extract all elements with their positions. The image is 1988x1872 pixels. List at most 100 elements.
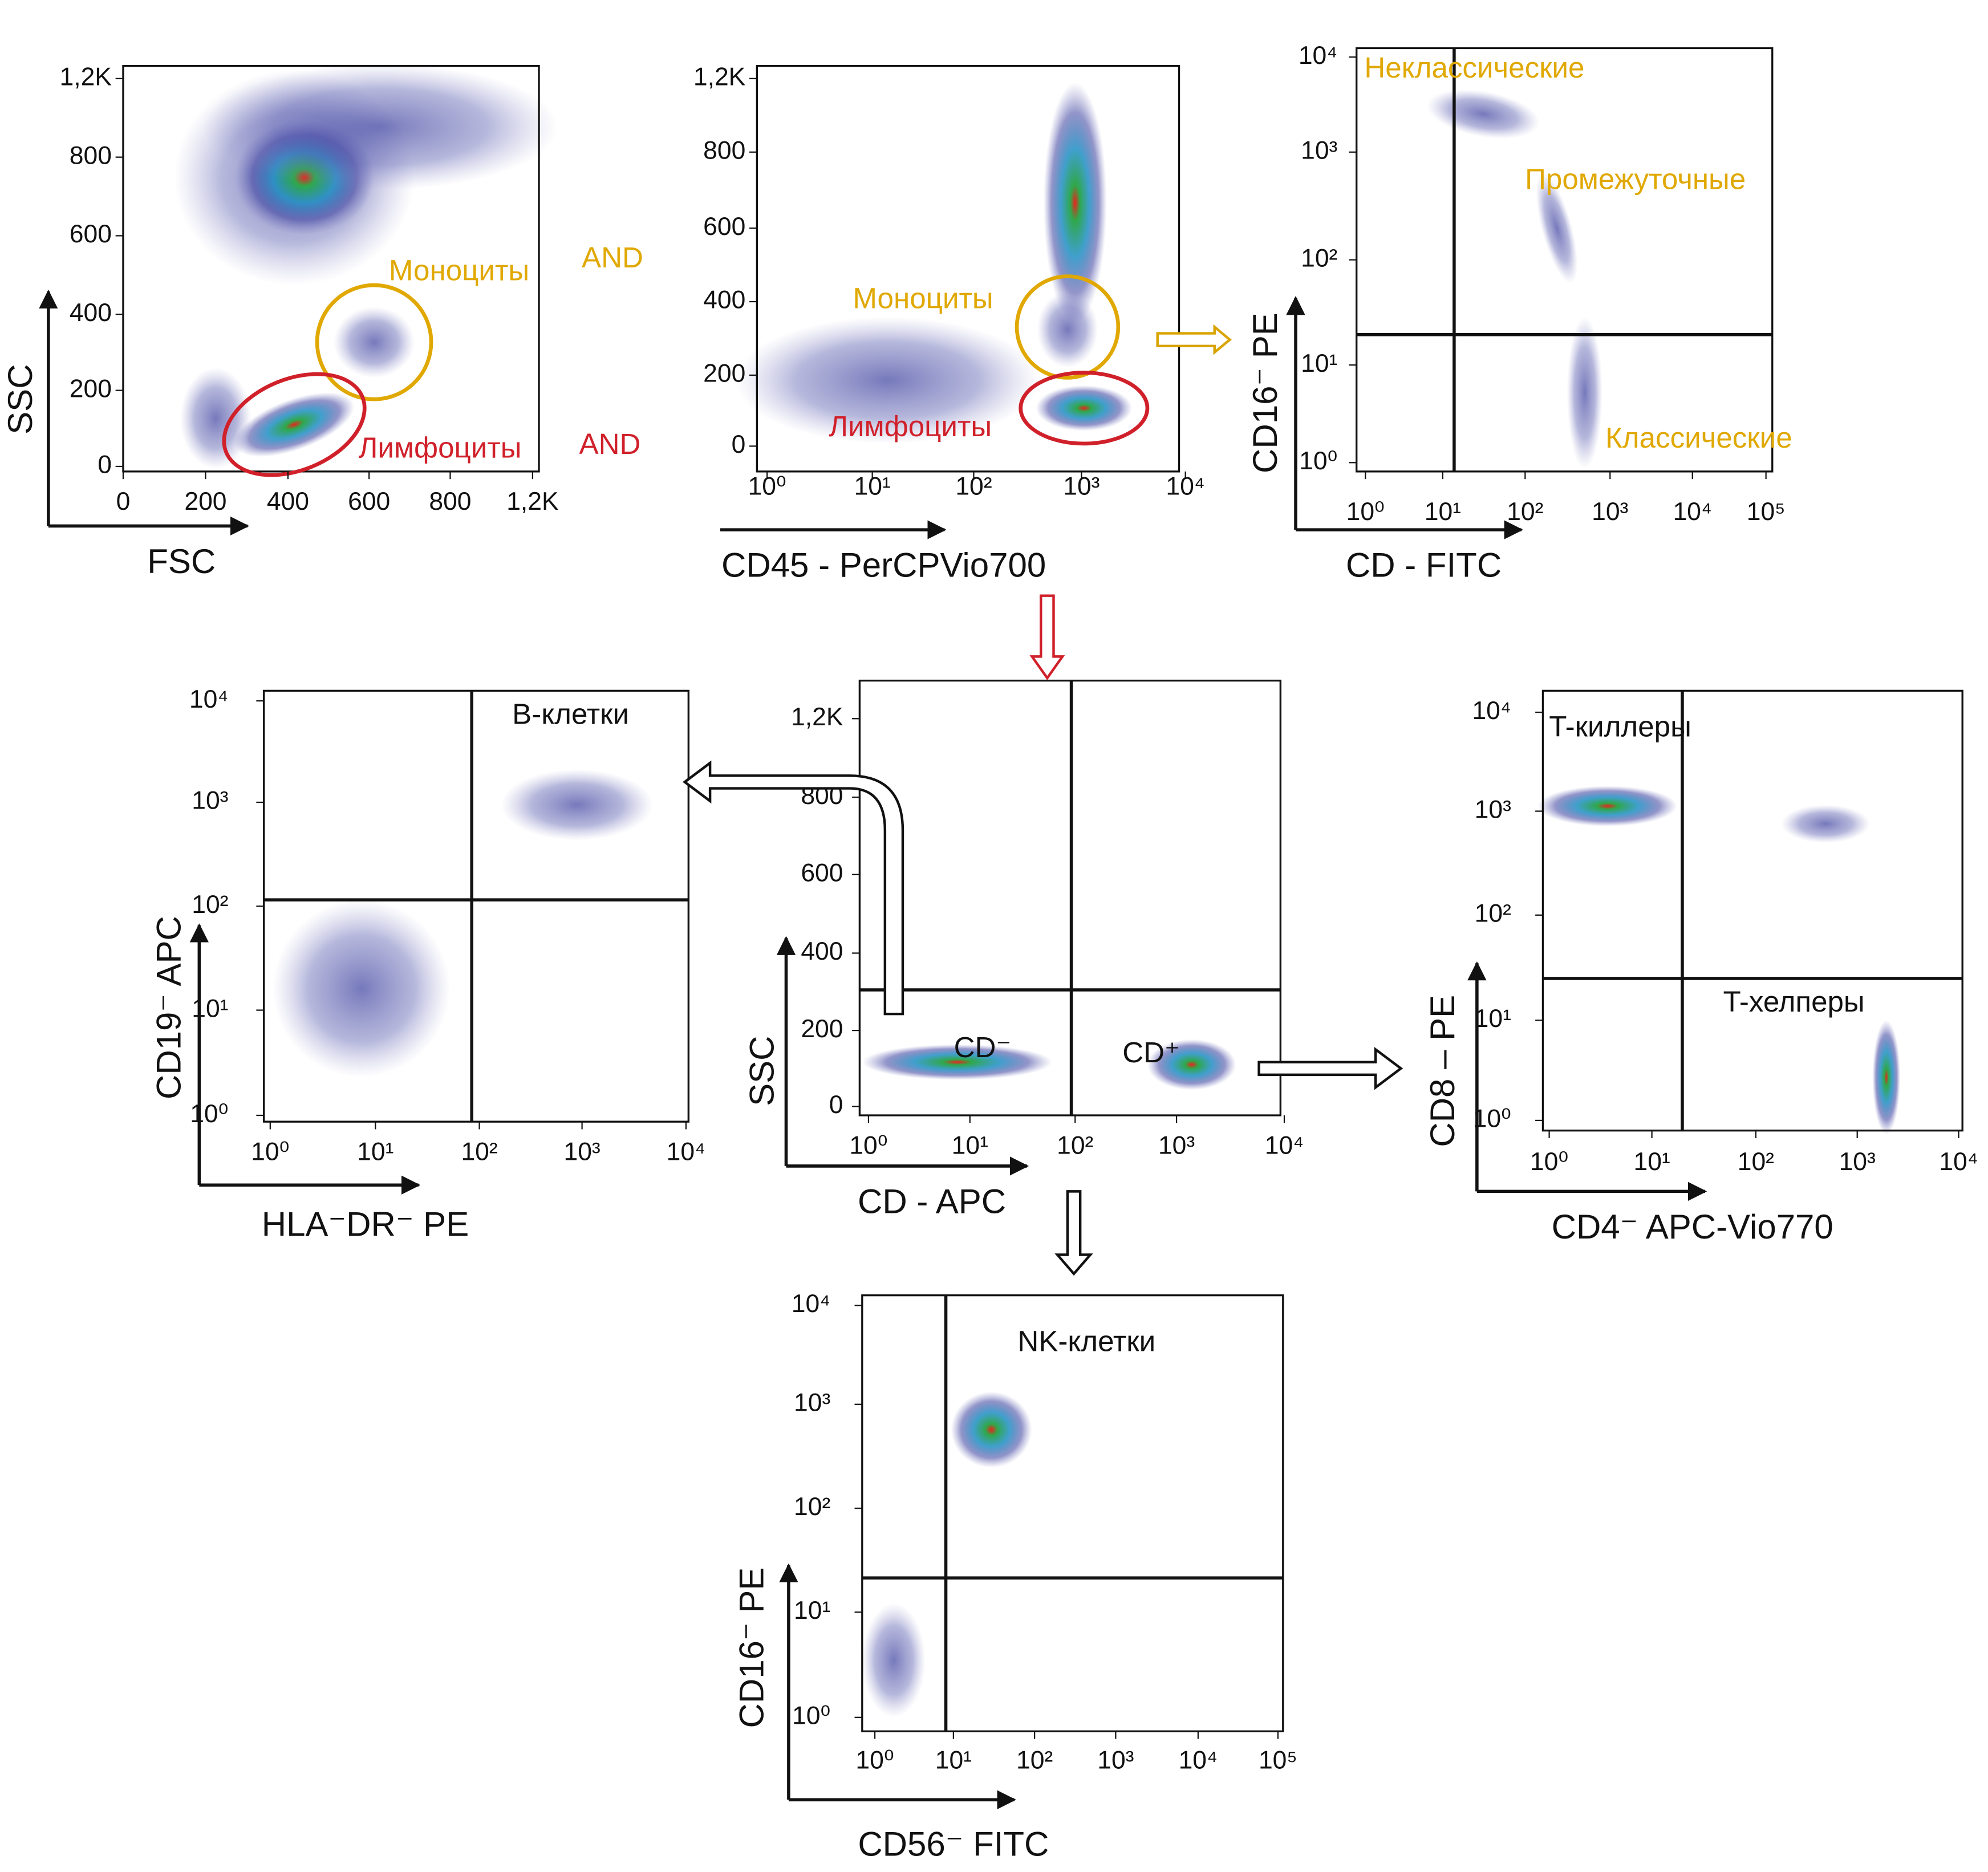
cell-cloud: [273, 900, 451, 1078]
x-tick-label: 10⁵: [1747, 498, 1786, 526]
y-tick-label: 10²: [1301, 244, 1337, 272]
annotation: B-клетки: [512, 697, 629, 730]
y-tick-label: 200: [70, 375, 112, 403]
gate: [222, 372, 367, 477]
cell-cloud: [1043, 82, 1107, 323]
cell-cloud: [333, 306, 415, 378]
y-tick-label: 200: [703, 360, 745, 388]
y-tick-label: 10⁴: [1472, 697, 1511, 725]
x-tick-label: 10²: [461, 1138, 497, 1166]
x-tick-label: 10⁴: [1265, 1131, 1304, 1159]
annotation: NK-клетки: [1017, 1325, 1155, 1358]
x-axis-label: CD - APC: [858, 1182, 1006, 1220]
y-tick-label: 400: [703, 286, 745, 314]
y-axis-label: SSC: [743, 1036, 781, 1106]
x-tick-label: 10⁰: [1530, 1148, 1568, 1176]
x-tick-label: 10¹: [1633, 1148, 1670, 1176]
x-tick-label: 10³: [1158, 1131, 1195, 1159]
cell-cloud: [1781, 805, 1870, 843]
x-tick-label: 10³: [1097, 1746, 1134, 1774]
y-tick-label: 10⁴: [189, 685, 229, 713]
y-axis-label: CD19⁻ APC: [149, 916, 188, 1099]
annotation: CD⁻: [954, 1031, 1012, 1063]
y-tick-label: 10⁴: [792, 1290, 831, 1318]
y-tick-label: 0: [829, 1091, 843, 1119]
x-tick-label: 200: [184, 488, 226, 515]
y-tick-label: 10³: [1475, 795, 1511, 823]
y-tick-label: 10¹: [794, 1597, 830, 1625]
y-axis-label: CD8 – PE: [1423, 995, 1462, 1147]
y-tick-label: 400: [801, 937, 843, 965]
cell-cloud: [1037, 291, 1098, 368]
plot-frame: [756, 64, 1180, 473]
annotation: Лимфоциты: [359, 432, 522, 464]
x-tick-label: 10¹: [357, 1138, 393, 1166]
y-tick-label: 10¹: [1475, 1005, 1511, 1033]
x-tick-label: 10²: [1016, 1746, 1053, 1774]
x-tick-label: 10¹: [935, 1746, 972, 1774]
cell-cloud: [1147, 1039, 1236, 1090]
y-tick-label: 10⁰: [1299, 447, 1337, 475]
annotation: Моноциты: [853, 282, 993, 314]
y-tick-label: 600: [70, 220, 112, 248]
x-tick-label: 400: [267, 488, 309, 515]
cell-cloud: [862, 1603, 926, 1717]
x-tick-label: 10⁰: [855, 1746, 894, 1774]
annotation: Неклассические: [1364, 51, 1584, 84]
x-tick-label: 800: [429, 488, 471, 515]
y-tick-label: 10⁰: [792, 1702, 830, 1730]
plot-frame: [861, 1294, 1284, 1732]
y-axis-label: CD16⁻ PE: [733, 1568, 771, 1728]
y-tick-label: 1,2K: [60, 63, 112, 91]
y-tick-label: 10²: [1475, 900, 1511, 928]
cell-cloud: [1567, 316, 1602, 469]
y-tick-label: 10²: [192, 891, 228, 919]
x-axis-label: CD4⁻ APC-Vio770: [1552, 1208, 1833, 1246]
x-axis-label: CD45 - PerCPVio700: [721, 546, 1046, 584]
x-tick-label: 10²: [1057, 1131, 1093, 1159]
x-axis-label: FSC: [147, 542, 216, 580]
x-tick-label: 10⁴: [1939, 1148, 1978, 1176]
y-axis-label: CD16⁻ PE: [1246, 312, 1284, 473]
cell-cloud: [203, 63, 558, 190]
x-tick-label: 10⁵: [1259, 1746, 1297, 1774]
y-axis-label: SSC: [1, 364, 39, 434]
x-tick-label: 10³: [1592, 498, 1628, 526]
gate: [315, 283, 433, 401]
x-axis-label: HLA⁻DR⁻ PE: [262, 1205, 469, 1243]
annotation: AND: [579, 428, 641, 460]
x-tick-label: 10⁰: [1346, 498, 1385, 526]
y-tick-label: 1,2K: [791, 703, 843, 731]
cell-cloud: [862, 1044, 1053, 1080]
y-tick-label: 1,2K: [693, 63, 746, 91]
x-tick-label: 10⁴: [1673, 498, 1712, 526]
annotation: Моноциты: [389, 254, 529, 286]
y-tick-label: 10¹: [1301, 350, 1337, 377]
x-tick-label: 10¹: [1425, 498, 1461, 526]
y-tick-label: 200: [801, 1015, 843, 1043]
annotation: Промежуточные: [1525, 163, 1746, 195]
plot-frame: [1541, 689, 1963, 1132]
y-tick-label: 800: [703, 136, 745, 164]
annotation: Лимфоциты: [829, 410, 992, 442]
flow-arrows: [682, 324, 1403, 1276]
cell-cloud: [951, 1391, 1032, 1468]
x-tick-label: 0: [116, 488, 131, 515]
cell-cloud: [735, 316, 1040, 444]
cell-cloud: [1036, 385, 1133, 431]
y-tick-label: 10²: [794, 1493, 830, 1521]
y-tick-label: 10³: [192, 787, 228, 815]
annotation: CD⁺: [1122, 1036, 1180, 1069]
y-tick-label: 10⁴: [1299, 42, 1338, 70]
cell-cloud: [501, 769, 654, 840]
cell-cloud: [1537, 786, 1678, 827]
annotation: T-киллеры: [1549, 710, 1691, 743]
y-tick-label: 400: [70, 299, 112, 327]
annotation: T-хелперы: [1723, 985, 1864, 1018]
x-tick-label: 10⁰: [251, 1138, 289, 1166]
cell-cloud: [1536, 173, 1578, 283]
x-tick-label: 10³: [1839, 1148, 1876, 1176]
y-tick-label: 10¹: [192, 994, 228, 1022]
x-tick-label: 1,2K: [506, 488, 559, 515]
x-tick-label: 10²: [1507, 498, 1543, 526]
